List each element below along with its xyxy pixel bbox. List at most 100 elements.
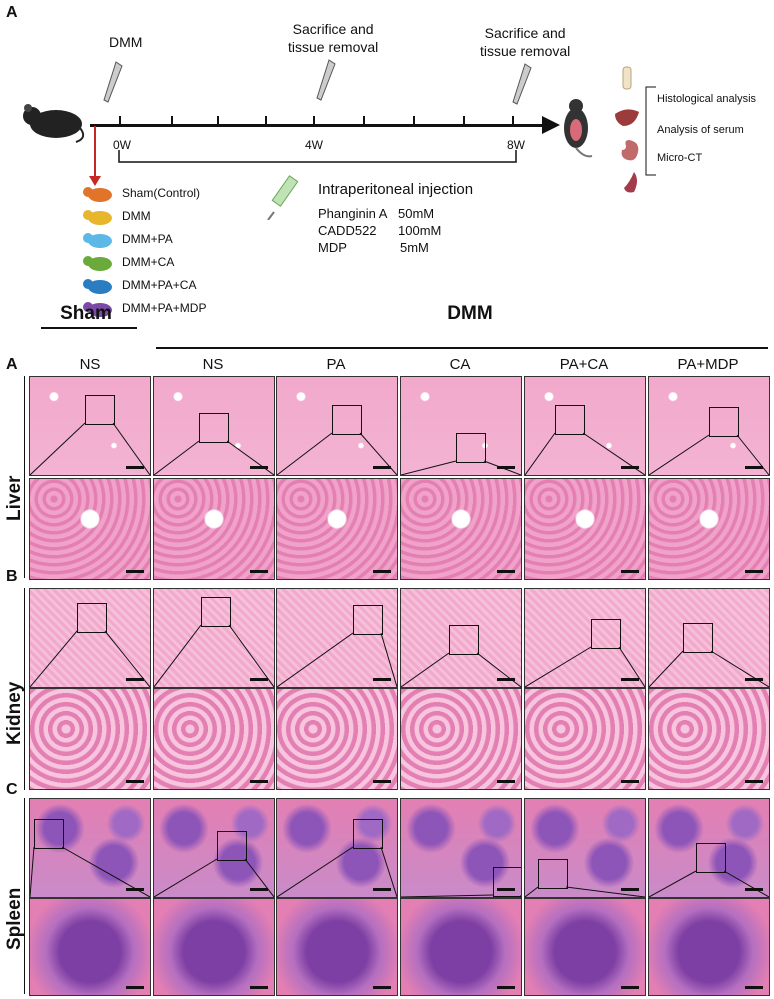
week-label-4: 4W	[305, 138, 323, 152]
timeline-tick	[171, 116, 173, 126]
spleen-overview-micrograph	[400, 798, 522, 898]
drug-name: Phanginin A	[318, 206, 388, 221]
scale-bar	[497, 570, 515, 573]
zoom-region-box	[683, 623, 713, 653]
scale-bar	[250, 888, 268, 891]
group-label: DMM+PA	[122, 232, 173, 246]
group-label: DMM	[122, 209, 151, 223]
week-label-0: 0W	[113, 138, 131, 152]
drug-name: MDP	[318, 240, 347, 255]
zoom-connector-line	[401, 460, 457, 475]
scale-bar	[126, 678, 144, 681]
zoom-connector-line	[154, 624, 202, 687]
group-label: DMM+PA+MDP	[122, 301, 207, 315]
zoom-connector-lines	[401, 460, 521, 475]
group-label: DMM+PA+CA	[122, 278, 197, 292]
zoom-connector-line	[30, 846, 35, 897]
zoom-connector-lines	[154, 858, 274, 897]
zoom-connector-line	[582, 432, 645, 475]
zoom-region-box	[353, 819, 383, 849]
scale-bar	[250, 570, 268, 573]
zoom-connector-line	[525, 646, 592, 687]
zoom-connector-lines	[277, 432, 397, 475]
kidney-overview-micrograph	[276, 588, 398, 688]
timeline-tick	[119, 116, 121, 126]
zoom-region-box	[449, 625, 479, 655]
kidney-zoom-micrograph	[400, 688, 522, 790]
scale-bar	[250, 986, 268, 989]
spleen-zoom-micrograph	[524, 898, 646, 996]
zoom-connector-lines	[30, 846, 150, 897]
injection-title: Intraperitoneal injection	[318, 181, 474, 198]
scale-bar	[745, 678, 763, 681]
scale-bar	[126, 780, 144, 783]
zoom-connector-line	[476, 652, 521, 687]
zoom-connector-line	[277, 432, 333, 475]
zoom-region-box	[201, 597, 231, 627]
zoom-connector-line	[244, 858, 274, 897]
scale-bar	[745, 570, 763, 573]
zoom-region-box	[77, 603, 107, 633]
mouse-icon	[23, 104, 85, 143]
column-header: PA+CA	[559, 356, 609, 373]
spleen-overview-micrograph	[648, 798, 770, 898]
zoom-connector-line	[380, 846, 397, 897]
zoom-region-box	[456, 433, 486, 463]
timeline-arrowhead-icon	[542, 116, 560, 134]
zoom-region-box	[591, 619, 621, 649]
scale-bar	[745, 986, 763, 989]
zoom-region-box	[34, 819, 64, 849]
liver-zoom-micrograph	[29, 478, 151, 580]
scale-bar	[250, 780, 268, 783]
zoom-connector-line	[30, 630, 78, 687]
injection-period-bracket	[118, 150, 517, 163]
group-label: DMM+CA	[122, 255, 175, 269]
zoom-connector-line	[525, 432, 556, 475]
zoom-connector-line	[226, 440, 274, 475]
scale-bar	[373, 780, 391, 783]
zoom-connector-line	[710, 650, 769, 687]
timeline-tick	[413, 116, 415, 126]
zoom-connector-lines	[30, 630, 150, 687]
zoom-connector-lines	[401, 652, 521, 687]
analysis-label: Micro-CT	[657, 152, 703, 164]
kidney-overview-micrograph	[400, 588, 522, 688]
zoom-connector-line	[565, 886, 645, 897]
liver-zoom-micrograph	[400, 478, 522, 580]
kidney-zoom-micrograph	[29, 688, 151, 790]
group-row: Sham(Control)	[82, 184, 200, 209]
spleen-overview-micrograph	[153, 798, 275, 898]
scale-bar	[621, 466, 639, 469]
zoom-connector-line	[277, 846, 354, 897]
column-header: NS	[79, 356, 101, 373]
kidney-overview-micrograph	[648, 588, 770, 688]
analysis-bracket	[645, 86, 656, 176]
scale-bar	[373, 466, 391, 469]
colored-mouse-icon	[83, 256, 112, 271]
scale-bar	[621, 678, 639, 681]
panel-label: C	[6, 781, 18, 798]
event-label-sacrifice-4w: Sacrifice and tissue removal	[288, 21, 379, 55]
zoom-connector-lines	[649, 870, 769, 897]
liver-overview-micrograph	[524, 376, 646, 476]
liver-zoom-micrograph	[153, 478, 275, 580]
scale-bar	[250, 466, 268, 469]
zoom-connector-line	[104, 630, 150, 687]
spleen-icon	[624, 172, 637, 193]
drug-dose: 5mM	[400, 240, 429, 255]
spleen-zoom-micrograph	[29, 898, 151, 996]
zoom-connector-lines	[649, 650, 769, 687]
zoom-region-box	[555, 405, 585, 435]
spleen-overview-micrograph	[524, 798, 646, 898]
kidney-zoom-micrograph	[648, 688, 770, 790]
zoom-connector-line	[359, 432, 397, 475]
colored-mouse-icon	[83, 210, 112, 225]
scale-bar	[497, 466, 515, 469]
column-header: CA	[449, 356, 471, 373]
red-arrow-icon	[89, 126, 101, 186]
kidney-overview-micrograph	[29, 588, 151, 688]
liver-overview-micrograph	[276, 376, 398, 476]
timeline-tick	[363, 116, 365, 126]
liver-icon	[615, 109, 639, 126]
